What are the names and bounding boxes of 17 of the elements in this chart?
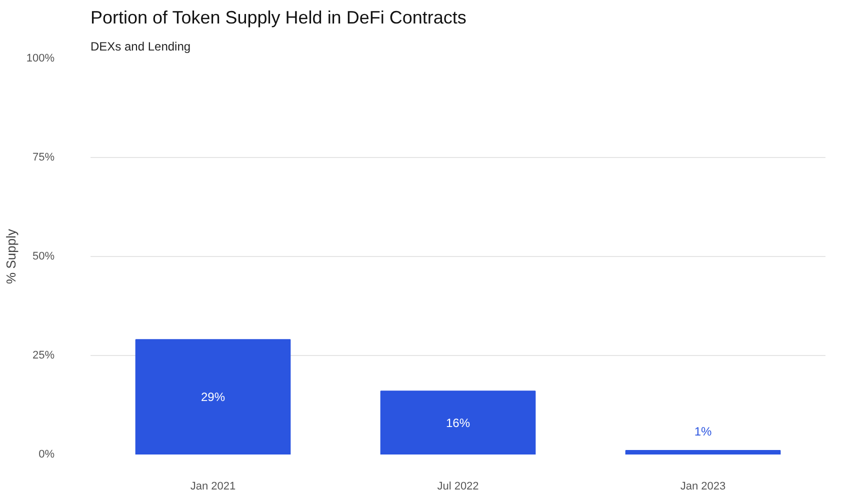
y-tick-label: 0% [38,448,55,460]
data-label: 1% [694,424,712,439]
data-label: 16% [446,416,470,430]
y-tick-label: 25% [32,350,55,362]
bar [380,390,536,454]
y-tick-label: 75% [32,152,55,164]
data-label: 29% [200,390,226,404]
y-tick-label: 100% [26,52,55,64]
x-tick-label: Jul 2022 [437,480,479,492]
x-tick-label: Jan 2021 [190,480,236,492]
x-tick-label: Jan 2023 [680,480,726,492]
y-tick-label: 50% [32,250,55,262]
bar [135,339,291,454]
chart-subtitle: DEXs and Lending [90,40,191,54]
y-axis-title: % Supply [3,228,18,284]
chart-title: Portion of Token Supply Held in DeFi Contracts [90,8,466,28]
bar [625,450,781,454]
